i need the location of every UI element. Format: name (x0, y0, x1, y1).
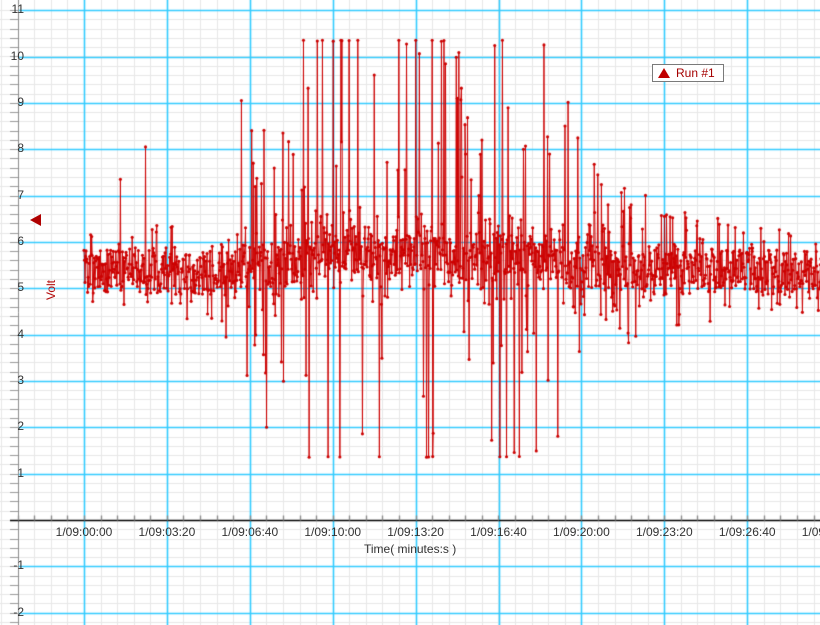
legend-triangle-icon (658, 68, 670, 78)
chart-legend[interactable]: Run #1 (652, 64, 724, 82)
cursor-marker-triangle-icon[interactable] (30, 214, 41, 226)
legend-series-label: Run #1 (676, 66, 715, 80)
